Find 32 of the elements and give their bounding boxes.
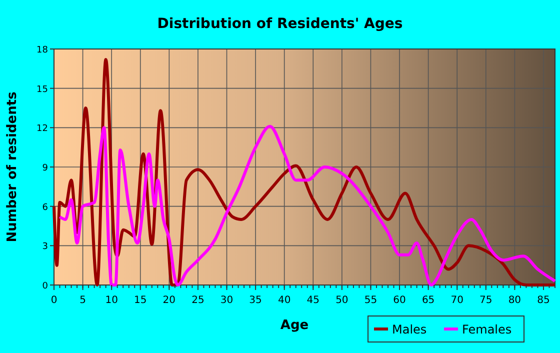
x-tick-label: 80	[508, 295, 522, 306]
x-tick-label: 25	[192, 295, 204, 306]
y-axis-title: Number of residents	[5, 91, 20, 242]
x-tick-label: 75	[480, 295, 492, 306]
x-tick-label: 5	[80, 295, 86, 306]
y-tick-label: 15	[36, 84, 48, 95]
chart-title: Distribution of Residents' Ages	[157, 16, 403, 32]
y-tick-label: 9	[42, 164, 48, 174]
line-series	[58, 124, 556, 286]
line-series	[52, 58, 556, 286]
x-tick-label: 70	[450, 295, 464, 306]
y-tick-label: 18	[36, 46, 48, 56]
x-tick-label: 60	[393, 295, 406, 306]
x-tick-label: 50	[336, 295, 348, 306]
x-tick-label: 45	[306, 295, 320, 306]
y-tick-label: 0	[42, 282, 48, 292]
legend-label: Males	[392, 322, 427, 336]
legend-label: Females	[462, 322, 512, 336]
x-tick-label: 10	[105, 295, 118, 306]
x-tick-label: 40	[278, 295, 291, 306]
x-tick-label: 15	[134, 295, 147, 306]
y-tick-label: 12	[36, 124, 48, 134]
x-tick-label: 30	[220, 295, 234, 306]
x-tick-label: 35	[249, 295, 262, 306]
y-tick-label: 6	[42, 202, 48, 213]
x-axis-title: Age	[280, 318, 309, 333]
x-tick-label: 65	[422, 295, 435, 306]
x-tick-label: 20	[162, 295, 176, 306]
x-tick-label: 55	[364, 295, 378, 306]
x-tick-label: 0	[50, 295, 58, 306]
x-tick-label: 85	[537, 295, 550, 306]
y-tick-label: 3	[42, 242, 48, 252]
